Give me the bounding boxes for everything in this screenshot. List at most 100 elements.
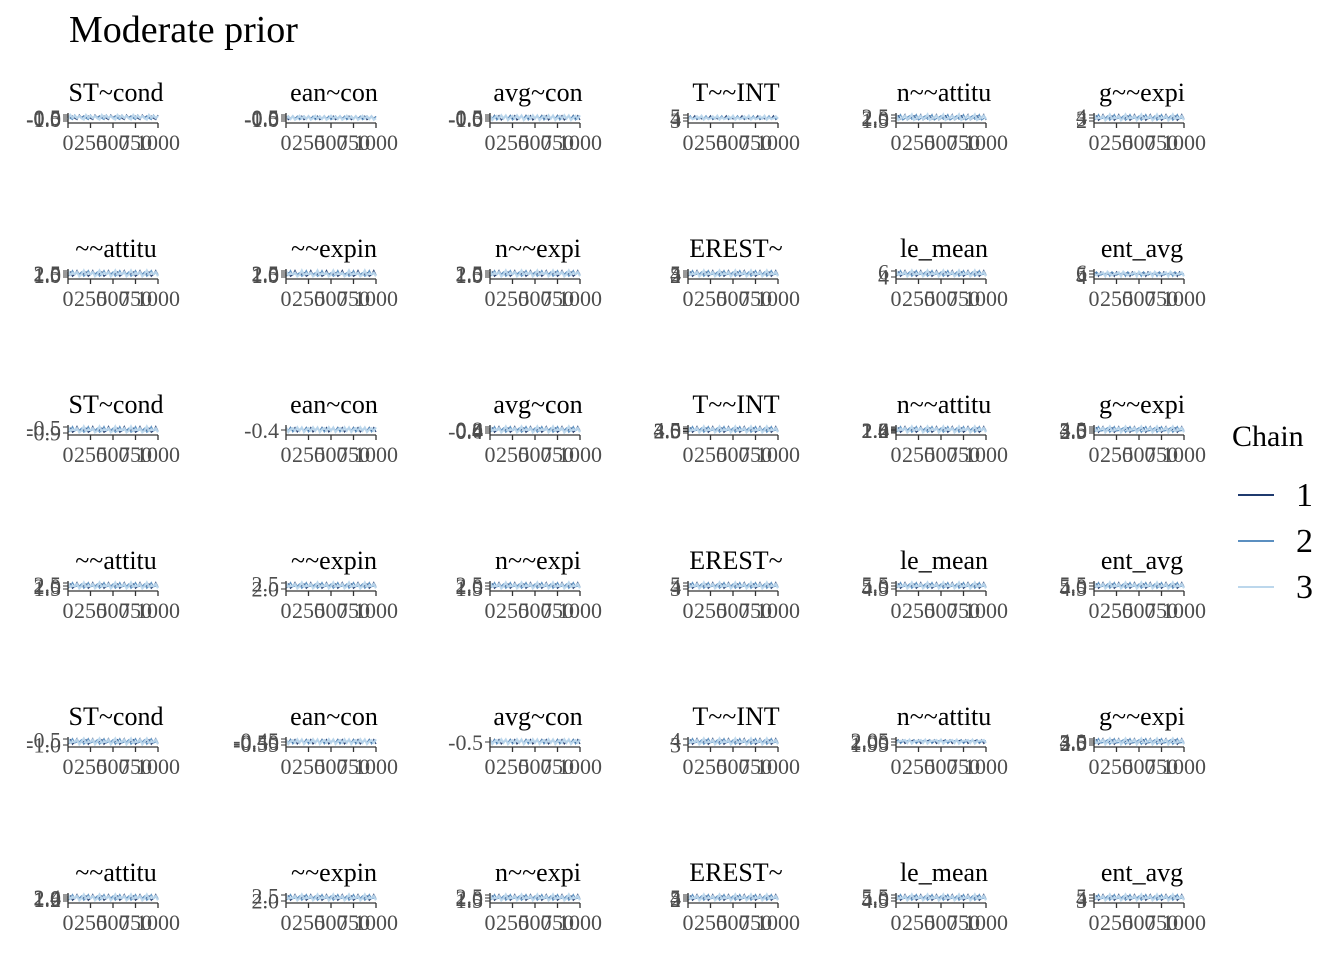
x-tick-label: 0	[63, 598, 74, 623]
panel-strip-label: g~~expi	[1099, 78, 1185, 107]
x-tick-label: 0	[485, 754, 496, 779]
facet-panel: T~~INT 3 4 5 0 250 500 750 1000	[618, 78, 818, 188]
page-title: Moderate prior	[69, 9, 298, 51]
panel-strip-title: ST~cond	[68, 702, 164, 732]
x-tick-label: 0	[683, 754, 694, 779]
x-tick-label: 250	[292, 598, 325, 623]
x-tick-label: 0	[683, 598, 694, 623]
y-tick-label: 5	[670, 885, 681, 910]
x-tick-label: 500	[717, 598, 750, 623]
x-tick-label: 500	[519, 442, 552, 467]
y-tick-label: 1.2	[34, 887, 62, 912]
y-tick-label: 5.5	[1060, 572, 1088, 597]
y-tick-label: 2.5	[34, 261, 62, 286]
y-tick-label: 2.5	[456, 884, 484, 909]
x-tick-label: 1000	[354, 442, 398, 467]
x-tick-label: 0	[63, 754, 74, 779]
trace-chain-3	[285, 737, 377, 746]
panel-strip-title: n~~expi	[490, 858, 586, 888]
facet-panel: ST~cond -1.0 -0.5 0.0 0.5 0 250 500 750 1000	[0, 78, 198, 188]
panel-strip-label: ST~cond	[68, 390, 164, 419]
x-tick-label: 0	[1089, 598, 1100, 623]
x-tick-label: 250	[292, 442, 325, 467]
y-tick-label: -0.4	[448, 419, 483, 444]
panel-strip-title: ean~con	[286, 702, 382, 732]
trace-chain-2	[895, 113, 987, 121]
x-tick-label: 750	[541, 442, 574, 467]
x-tick-label: 1000	[136, 754, 180, 779]
panel-strip-title: avg~con	[490, 702, 586, 732]
x-tick-label: 250	[1100, 598, 1133, 623]
x-tick-label: 1000	[1162, 754, 1206, 779]
trace-chain-2	[1093, 113, 1184, 122]
x-tick-label: 250	[902, 910, 935, 935]
y-tick-label: 2.0	[34, 574, 62, 599]
x-tick-label: 750	[119, 754, 152, 779]
x-tick-label: 750	[119, 130, 152, 155]
x-tick-label: 0	[683, 442, 694, 467]
x-tick-label: 0	[281, 442, 292, 467]
panel-strip-title: ent_avg	[1094, 858, 1190, 888]
panel-strip-label: ~~attitu	[75, 546, 157, 575]
trace-chain-2	[489, 425, 581, 434]
y-tick-label: 0.4	[456, 418, 484, 443]
panel-strip-title: n~~attitu	[896, 702, 992, 732]
y-tick-label: 4.0	[1060, 417, 1088, 442]
x-tick-label: 500	[97, 130, 130, 155]
trace-chain-3	[489, 113, 581, 122]
facet-panel: EREST~ 3 4 5 0 250 500 750 1000	[618, 546, 818, 656]
x-tick-label: 250	[902, 286, 935, 311]
trace-chain-3	[67, 580, 159, 591]
panel-strip-title: EREST~	[688, 546, 784, 576]
facet-panel: g~~expi 2.5 3.0 3.5 4.0 0 250 500 750 1000	[1024, 702, 1224, 812]
y-tick-label: 1.6	[34, 886, 62, 911]
trace-chain-2	[67, 425, 159, 434]
trace-chain-2	[687, 269, 778, 278]
trace-chain-2	[687, 581, 778, 590]
panel-strip-title: T~~INT	[688, 78, 784, 108]
y-tick-label: 3	[670, 576, 681, 601]
facet-panel: ST~cond -0.9 -0.5 0 250 500 750 1000	[0, 390, 198, 500]
panel-strip-title: n~~attitu	[896, 390, 992, 420]
y-tick-label: -1.0	[244, 107, 279, 132]
x-tick-label: 250	[292, 130, 325, 155]
y-tick-label: 2.0	[456, 574, 484, 599]
y-tick-label: 4.5	[862, 888, 890, 913]
trace-chain-3	[687, 113, 779, 122]
x-tick-label: 0	[485, 910, 496, 935]
panel-strip-title: le_mean	[896, 546, 992, 576]
x-tick-label: 1000	[756, 910, 800, 935]
y-tick-label: -0.9	[26, 420, 61, 445]
x-tick-label: 500	[519, 130, 552, 155]
panel-strip-label: n~~attitu	[896, 390, 992, 419]
panel-strip-label: ean~con	[290, 702, 378, 731]
x-tick-label: 750	[1145, 910, 1178, 935]
x-tick-label: 750	[541, 286, 574, 311]
facet-panel: ~~expin 2.0 2.5 0 250 500 750 1000	[216, 858, 416, 968]
panel-strip-title: avg~con	[490, 390, 586, 420]
facet-panel: ~~attitu 1.2 1.6 2.0 2.4 0 250 500 750 1000	[0, 858, 198, 968]
y-tick-label: 5	[1076, 884, 1087, 909]
panel-strip-label: g~~expi	[1099, 390, 1185, 419]
y-tick-label: 5.5	[862, 572, 890, 597]
x-tick-label: 750	[1145, 754, 1178, 779]
x-tick-label: 0	[485, 286, 496, 311]
x-tick-label: 750	[947, 442, 980, 467]
x-tick-label: 500	[97, 286, 130, 311]
y-tick-label: 2.5	[34, 572, 62, 597]
x-tick-label: 750	[947, 598, 980, 623]
x-tick-label: 1000	[136, 442, 180, 467]
y-tick-label: 1.5	[456, 576, 484, 601]
x-tick-label: 500	[1123, 130, 1156, 155]
panel-strip-label: le_mean	[899, 234, 989, 263]
x-tick-label: 250	[74, 286, 107, 311]
